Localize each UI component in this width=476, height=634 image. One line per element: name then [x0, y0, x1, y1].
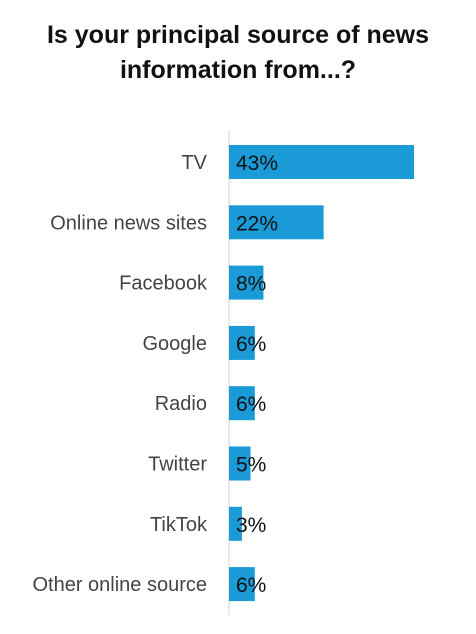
value-label-1: 22% — [236, 212, 278, 235]
category-label-4: Radio — [155, 393, 207, 415]
value-label-5: 5% — [236, 454, 266, 477]
category-label-0: TV — [181, 152, 207, 174]
value-label-2: 8% — [236, 273, 266, 296]
value-label-6: 3% — [236, 514, 266, 537]
bar-1 — [229, 205, 324, 240]
category-label-1: Online news sites — [50, 212, 207, 234]
value-label-4: 6% — [236, 393, 266, 416]
value-label-3: 6% — [236, 333, 266, 356]
value-label-0: 43% — [236, 152, 278, 175]
chart-title-line-1: Is your principal source of news — [46, 21, 430, 49]
category-label-7: Other online source — [32, 574, 207, 596]
value-label-7: 6% — [236, 574, 266, 597]
bar-4 — [229, 386, 255, 421]
category-label-5: Twitter — [148, 454, 207, 476]
chart-title-line-2: information from...? — [119, 56, 357, 84]
category-labels-group: TV Online news sites Facebook Google Radio Tw… — [32, 152, 208, 596]
category-label-6: TikTok — [150, 514, 208, 536]
bar-0 — [229, 145, 414, 179]
bar-7 — [229, 567, 255, 602]
category-label-2: Facebook — [119, 273, 208, 295]
chart-title: Is your principal source of news informa… — [0, 18, 476, 88]
bar-2 — [229, 265, 264, 300]
category-label-3: Google — [143, 333, 208, 355]
bars-group — [229, 145, 414, 602]
value-labels-group: 43% 22% 8% 6% 6% 5% 3% 6% — [236, 152, 278, 597]
bar-6 — [229, 506, 242, 541]
bar-5 — [229, 446, 251, 481]
bar-3 — [229, 325, 255, 360]
